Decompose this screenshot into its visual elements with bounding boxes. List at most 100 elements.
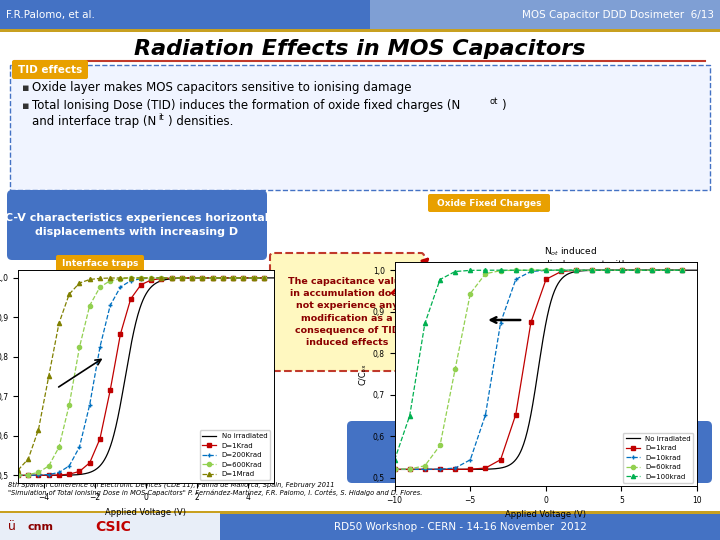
D=1Mrad: [219, 275, 228, 281]
D=1Mrad: [259, 275, 268, 281]
D=100krad: [678, 267, 687, 273]
D=600Krad: [106, 278, 114, 284]
D=200Krad: [14, 472, 22, 478]
Text: TID effects are expressed by the variation
on the flat-band voltage values (ΔVₛᵇ: TID effects are expressed by the variati…: [397, 440, 661, 464]
FancyBboxPatch shape: [0, 513, 220, 540]
No irradiated: [269, 275, 278, 281]
D=1Mrad: [167, 275, 176, 281]
D=200Krad: [208, 275, 217, 281]
D=10krad: [420, 466, 429, 472]
D=200Krad: [219, 275, 228, 281]
D=10krad: [541, 267, 550, 274]
D=1Krad: [229, 275, 238, 281]
D=1Krad: [127, 296, 135, 302]
D=600Krad: [34, 469, 42, 476]
D=10krad: [663, 267, 672, 273]
D=60krad: [436, 442, 444, 449]
D=1Krad: [86, 460, 94, 466]
No irradiated: [152, 280, 161, 286]
D=100krad: [405, 413, 414, 419]
D=1Krad: [178, 275, 186, 281]
D=60krad: [678, 267, 687, 273]
D=600Krad: [167, 275, 176, 281]
D=1Mrad: [208, 275, 217, 281]
D=600Krad: [157, 275, 166, 281]
X-axis label: Applied Voltage (V): Applied Voltage (V): [105, 508, 186, 517]
Text: MOS Capacitor DDD Dosimeter  6/13: MOS Capacitor DDD Dosimeter 6/13: [522, 10, 714, 20]
D=200Krad: [45, 471, 53, 478]
D=600Krad: [137, 275, 145, 281]
D=600Krad: [178, 275, 186, 281]
D=1Mrad: [229, 275, 238, 281]
D=60krad: [541, 267, 550, 273]
D=1Krad: [116, 331, 125, 338]
D=60krad: [496, 267, 505, 274]
D=200Krad: [106, 302, 114, 309]
D=60krad: [588, 267, 596, 273]
D=600Krad: [75, 344, 84, 350]
D=100krad: [618, 267, 626, 273]
FancyBboxPatch shape: [56, 255, 144, 272]
D=1krad: [618, 267, 626, 273]
D=600Krad: [249, 275, 258, 281]
D=200Krad: [127, 278, 135, 284]
D=60krad: [572, 267, 581, 273]
D=200Krad: [24, 472, 32, 478]
No irradiated: [534, 367, 542, 373]
D=1krad: [572, 267, 581, 274]
D=1Mrad: [157, 275, 166, 281]
D=100krad: [588, 267, 596, 273]
D=1Krad: [55, 472, 63, 478]
D=600Krad: [127, 275, 135, 281]
D=1krad: [678, 267, 687, 273]
D=1Krad: [96, 436, 104, 442]
Text: C-V characteristics experiences horizontal
displacements with increasing D: C-V characteristics experiences horizont…: [5, 213, 269, 237]
Legend: No irradiated, D=1Krad, D=200Krad, D=600Krad, D=1Mrad: No irradiated, D=1Krad, D=200Krad, D=600…: [199, 430, 270, 480]
D=1Mrad: [137, 275, 145, 281]
Line: D=10krad: D=10krad: [392, 268, 685, 471]
D=1krad: [648, 267, 657, 273]
D=1krad: [526, 319, 535, 326]
D=1Mrad: [14, 467, 22, 474]
D=10krad: [572, 267, 581, 273]
Text: and interface trap (N: and interface trap (N: [32, 116, 156, 129]
Line: D=1Krad: D=1Krad: [16, 276, 266, 477]
D=1Mrad: [34, 426, 42, 433]
Text: ): ): [501, 99, 505, 112]
D=1krad: [405, 466, 414, 472]
D=60krad: [511, 267, 520, 273]
D=200Krad: [86, 401, 94, 408]
D=200Krad: [116, 284, 125, 291]
No irradiated: [14, 472, 22, 478]
D=1krad: [557, 268, 565, 275]
D=1Mrad: [65, 291, 73, 298]
D=1Krad: [167, 275, 176, 281]
Line: No irradiated: No irradiated: [18, 278, 274, 475]
D=10krad: [618, 267, 626, 273]
D=600Krad: [65, 402, 73, 408]
D=200Krad: [229, 275, 238, 281]
D=10krad: [588, 267, 596, 273]
D=1Mrad: [198, 275, 207, 281]
No irradiated: [638, 267, 647, 273]
D=200Krad: [167, 275, 176, 281]
D=1krad: [633, 267, 642, 273]
D=600Krad: [239, 275, 248, 281]
D=100krad: [663, 267, 672, 273]
D=10krad: [481, 411, 490, 418]
D=10krad: [511, 276, 520, 282]
D=10krad: [436, 466, 444, 472]
D=1Mrad: [86, 276, 94, 283]
D=1krad: [451, 466, 459, 472]
D=10krad: [405, 466, 414, 472]
No irradiated: [390, 466, 399, 472]
D=100krad: [557, 267, 565, 273]
FancyBboxPatch shape: [347, 421, 712, 483]
No irradiated: [223, 275, 232, 281]
D=60krad: [557, 267, 565, 273]
D=1krad: [496, 456, 505, 463]
D=60krad: [451, 366, 459, 372]
No irradiated: [137, 302, 145, 308]
Legend: No irradiated, D=1krad, D=10krad, D=60krad, D=100krad: No irradiated, D=1krad, D=10krad, D=60kr…: [623, 433, 693, 483]
D=200Krad: [188, 275, 197, 281]
